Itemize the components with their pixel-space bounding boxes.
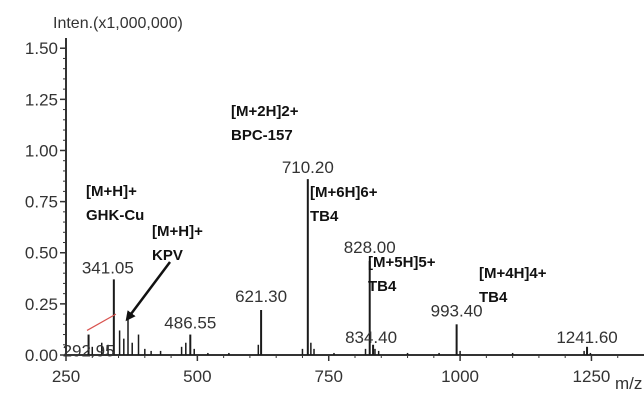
peak-labels: 292.95 341.05 486.55 621.30 710.20 828.00 834.… xyxy=(63,158,618,360)
annotation-label: [M+H]+ xyxy=(152,223,203,240)
annotation-label: [M+4H]4+ xyxy=(479,265,547,282)
y-tick-label: 0.25 xyxy=(25,295,58,314)
annotation-label: [M+2H]2+ xyxy=(231,103,299,120)
baseline-highlight xyxy=(86,313,117,331)
peak-label: 341.05 xyxy=(82,258,134,277)
x-tick-label: 500 xyxy=(183,367,211,386)
peak-label: 834.40 xyxy=(345,328,397,347)
y-tick-label: 0.00 xyxy=(25,346,58,365)
peak-label: 1241.60 xyxy=(556,328,617,347)
peak-label: 710.20 xyxy=(282,158,334,177)
y-axis-label: Inten.(x1,000,000) xyxy=(53,15,183,32)
annotation-label: BPC-157 xyxy=(231,127,293,144)
y-tick-label: 0.75 xyxy=(25,193,58,212)
peak-label: 621.30 xyxy=(235,287,287,306)
annotation-label: [M+5H]5+ xyxy=(368,254,436,271)
y-tick-label: 1.25 xyxy=(25,90,58,109)
kpv-arrow xyxy=(125,261,171,322)
annotation-label: TB4 xyxy=(368,278,397,295)
x-tick-label: 1250 xyxy=(573,367,611,386)
y-tick-label: 1.00 xyxy=(25,141,58,160)
annotation-label: GHK-Cu xyxy=(86,207,144,224)
x-axis-label: m/z xyxy=(615,374,642,393)
peak-label: 292.95 xyxy=(63,342,115,361)
annotation-label: [M+H]+ xyxy=(86,183,137,200)
peaks xyxy=(87,179,589,355)
x-tick-label: 250 xyxy=(52,367,80,386)
x-tick-label: 1000 xyxy=(441,367,479,386)
annotation-label: [M+6H]6+ xyxy=(310,184,378,201)
annotation-label: TB4 xyxy=(310,208,339,225)
x-tick-label: 750 xyxy=(315,367,343,386)
annotations: [M+2H]2+ BPC-157 [M+6H]6+ TB4 [M+5H]5+ TB4 [M+… xyxy=(86,103,547,322)
axes: 0.00 0.25 0.50 0.75 1.00 1.25 1.50 250 500 750 100… xyxy=(25,38,644,386)
annotation-label: TB4 xyxy=(479,289,508,306)
peak-label: 828.00 xyxy=(344,238,396,257)
y-tick-label: 1.50 xyxy=(25,39,58,58)
peak-label: 993.40 xyxy=(431,301,483,320)
annotation-label: KPV xyxy=(152,247,183,264)
peak-label: 486.55 xyxy=(164,314,216,333)
y-tick-label: 0.50 xyxy=(25,244,58,263)
